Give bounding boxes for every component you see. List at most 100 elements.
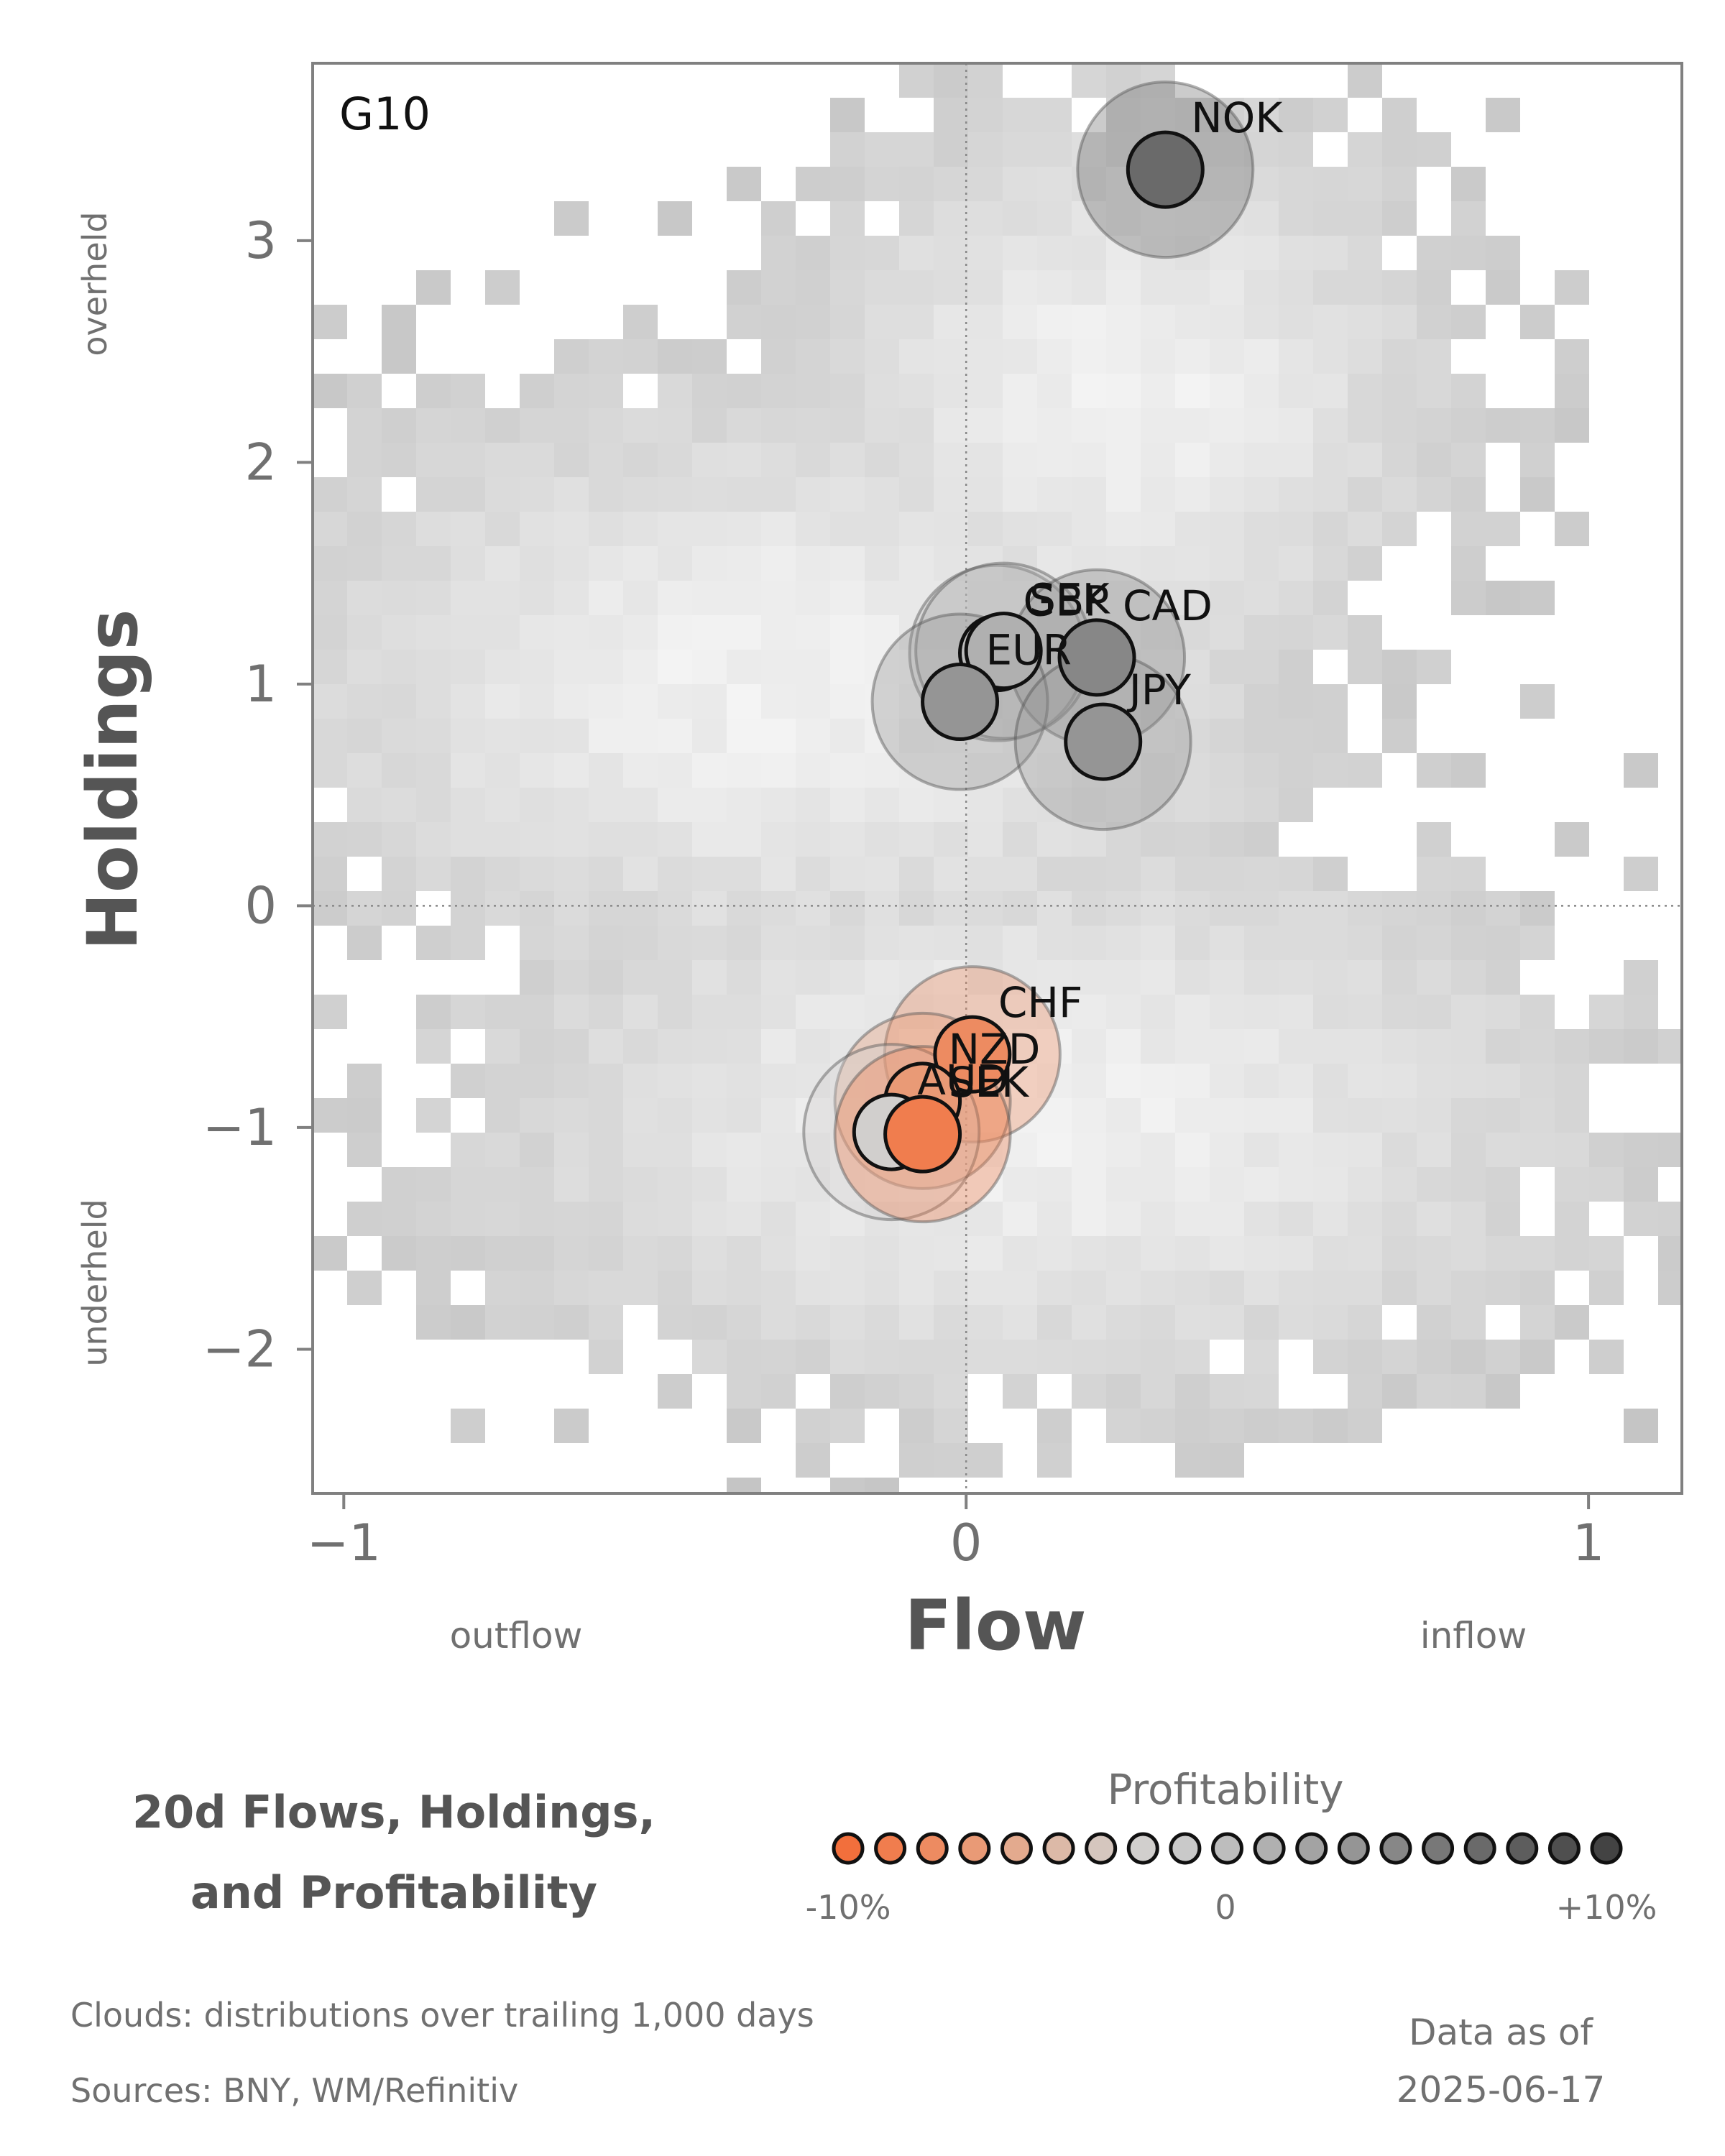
- density-cell: [554, 857, 589, 891]
- density-cell: [1658, 1271, 1682, 1305]
- density-cell: [1451, 443, 1486, 477]
- density-cell: [968, 891, 1003, 926]
- density-cell: [1555, 270, 1589, 305]
- density-cell: [623, 477, 658, 512]
- density-cell: [830, 339, 865, 374]
- density-cell: [1348, 753, 1382, 788]
- density-cell: [1003, 891, 1037, 926]
- density-cell: [1210, 374, 1244, 408]
- density-cell: [1106, 305, 1141, 339]
- density-cell: [1210, 650, 1244, 684]
- density-cell: [899, 63, 934, 98]
- density-cell: [1072, 305, 1106, 339]
- density-cell: [520, 684, 554, 719]
- density-cell: [761, 1236, 796, 1271]
- density-cell: [554, 719, 589, 753]
- density-cell: [1037, 339, 1072, 374]
- y-side-label-bottom: underheld: [75, 1199, 114, 1366]
- density-cell: [968, 477, 1003, 512]
- density-cell: [1175, 305, 1210, 339]
- density-cell: [1003, 857, 1037, 891]
- density-cell: [1037, 753, 1072, 788]
- density-cell: [382, 650, 416, 684]
- y-side-label-top: overheld: [75, 211, 114, 356]
- density-cell: [761, 995, 796, 1029]
- density-cell: [623, 650, 658, 684]
- density-cell: [313, 1098, 347, 1133]
- density-cell: [1244, 167, 1279, 201]
- density-cell: [1279, 719, 1313, 753]
- density-cell: [589, 788, 623, 822]
- density-cell: [382, 1167, 416, 1202]
- density-cell: [658, 546, 692, 581]
- density-cell: [1279, 960, 1313, 995]
- density-cell: [1210, 132, 1244, 167]
- density-cell: [1210, 408, 1244, 443]
- density-cell: [968, 63, 1003, 98]
- density-cell: [761, 1098, 796, 1133]
- density-cell: [347, 1064, 382, 1098]
- density-cell: [520, 512, 554, 546]
- density-cell: [1141, 1236, 1175, 1271]
- density-cell: [761, 374, 796, 408]
- density-cell: [1417, 995, 1451, 1029]
- density-cell: [1313, 1305, 1348, 1340]
- density-cell: [1244, 788, 1279, 822]
- density-cell: [1382, 960, 1417, 995]
- density-cell: [658, 926, 692, 960]
- density-cell: [968, 167, 1003, 201]
- legend-dot: [1506, 1832, 1539, 1865]
- density-cell: [1210, 926, 1244, 960]
- density-cell: [1555, 1236, 1589, 1271]
- density-cell: [1313, 1064, 1348, 1098]
- density-cell: [1382, 926, 1417, 960]
- density-cell: [1106, 408, 1141, 443]
- density-cell: [1003, 719, 1037, 753]
- density-cell: [1417, 1133, 1451, 1167]
- density-cell: [520, 1029, 554, 1064]
- density-cell: [1279, 374, 1313, 408]
- point-nok: [1126, 130, 1205, 209]
- density-cell: [796, 1340, 830, 1374]
- density-cell: [761, 822, 796, 857]
- density-cell: [761, 1064, 796, 1098]
- density-cell: [1244, 1409, 1279, 1443]
- density-cell: [1486, 995, 1520, 1029]
- y-axis-title: Holdings: [73, 609, 153, 950]
- density-cell: [899, 132, 934, 167]
- density-cell: [658, 857, 692, 891]
- density-cell: [1037, 408, 1072, 443]
- density-cell: [1210, 1305, 1244, 1340]
- density-cell: [1037, 788, 1072, 822]
- legend-dot: [1085, 1832, 1118, 1865]
- density-cell: [1244, 477, 1279, 512]
- density-cell: [1451, 1098, 1486, 1133]
- density-cell: [1210, 1271, 1244, 1305]
- density-cell: [1382, 443, 1417, 477]
- density-cell: [1210, 1202, 1244, 1236]
- density-cell: [623, 1098, 658, 1133]
- density-cell: [1382, 995, 1417, 1029]
- density-cell: [416, 512, 451, 546]
- legend-min-label: -10%: [806, 1888, 891, 1927]
- density-cell: [520, 408, 554, 443]
- density-cell: [1451, 236, 1486, 270]
- density-cell: [1106, 1167, 1141, 1202]
- density-cell: [382, 788, 416, 822]
- density-cell: [830, 408, 865, 443]
- density-cell: [623, 995, 658, 1029]
- density-cell: [589, 822, 623, 857]
- density-cell: [1520, 1133, 1555, 1167]
- density-cell: [1348, 1133, 1382, 1167]
- density-cell: [313, 650, 347, 684]
- density-cell: [865, 1478, 899, 1493]
- density-cell: [692, 857, 727, 891]
- density-cell: [796, 1064, 830, 1098]
- density-cell: [1106, 857, 1141, 891]
- density-cell: [520, 822, 554, 857]
- density-cell: [1141, 546, 1175, 581]
- density-cell: [1175, 1443, 1210, 1478]
- density-cell: [416, 546, 451, 581]
- density-cell: [796, 581, 830, 615]
